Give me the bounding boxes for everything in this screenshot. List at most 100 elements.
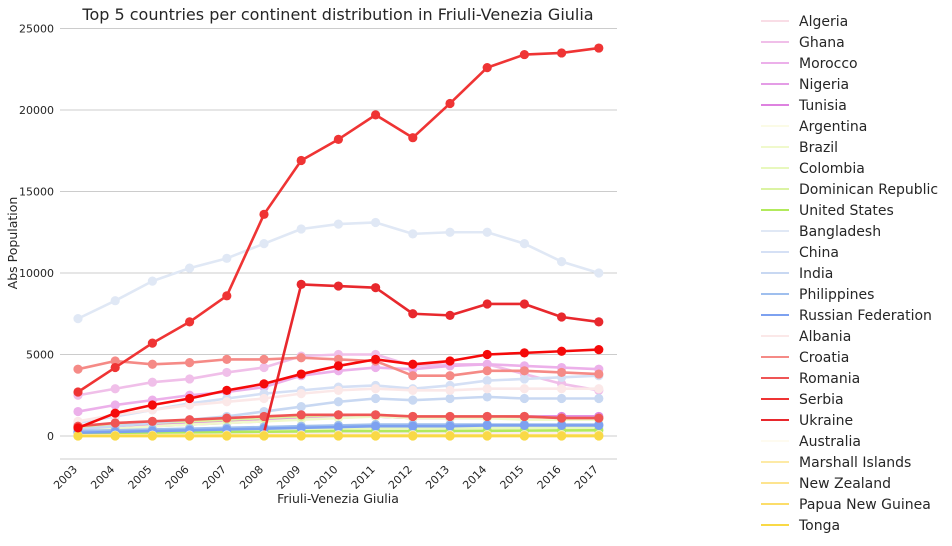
x-tick-label: 2010 bbox=[312, 463, 341, 492]
data-point bbox=[73, 314, 83, 324]
data-point bbox=[147, 416, 157, 426]
data-point bbox=[296, 224, 306, 234]
legend-label: Romania bbox=[799, 371, 860, 387]
data-point bbox=[594, 393, 604, 404]
data-point bbox=[557, 367, 567, 378]
data-point bbox=[110, 362, 120, 373]
data-point bbox=[482, 384, 492, 394]
data-point bbox=[185, 431, 195, 441]
legend-label: New Zealand bbox=[799, 476, 891, 492]
legend-label: Morocco bbox=[799, 56, 858, 72]
data-point bbox=[557, 420, 567, 431]
data-point bbox=[371, 393, 381, 404]
data-point bbox=[445, 98, 455, 109]
x-tick-label: 2004 bbox=[88, 463, 117, 492]
y-axis-label: Abs Population bbox=[5, 197, 20, 290]
data-point bbox=[482, 359, 492, 369]
legend-label: Tunisia bbox=[798, 98, 847, 114]
data-point bbox=[445, 227, 455, 237]
data-point bbox=[519, 299, 530, 309]
data-point bbox=[594, 345, 604, 355]
data-point bbox=[259, 239, 269, 249]
legend-label: Albania bbox=[799, 329, 851, 345]
data-point bbox=[73, 423, 83, 433]
data-point bbox=[519, 393, 530, 404]
legend-label: Dominican Republic bbox=[799, 182, 938, 198]
data-point bbox=[519, 239, 530, 249]
x-tick-label: 2016 bbox=[535, 463, 564, 492]
legend-label: China bbox=[799, 245, 839, 261]
series-ukraine bbox=[262, 279, 604, 434]
data-point bbox=[333, 361, 343, 371]
y-tick-label: 0 bbox=[47, 430, 54, 443]
data-point bbox=[557, 312, 567, 322]
data-point bbox=[408, 395, 418, 405]
data-point bbox=[259, 393, 269, 404]
data-point bbox=[110, 384, 120, 394]
data-point bbox=[333, 385, 343, 395]
data-point bbox=[371, 431, 381, 441]
data-point bbox=[296, 410, 306, 420]
series-croatia bbox=[73, 353, 604, 381]
data-point bbox=[147, 338, 157, 348]
data-point bbox=[408, 229, 418, 239]
data-point bbox=[408, 309, 418, 319]
data-point bbox=[73, 431, 83, 441]
data-point bbox=[259, 209, 269, 219]
legend-label: Ukraine bbox=[799, 413, 853, 429]
data-point bbox=[185, 263, 195, 273]
data-point bbox=[519, 348, 530, 358]
data-point bbox=[482, 299, 492, 309]
data-point bbox=[333, 354, 343, 364]
data-point bbox=[557, 256, 567, 267]
legend-label: Philippines bbox=[799, 287, 874, 303]
data-point bbox=[557, 431, 567, 441]
data-point bbox=[147, 377, 157, 387]
data-point bbox=[482, 349, 492, 360]
legend-label: Nigeria bbox=[799, 77, 849, 93]
data-point bbox=[296, 389, 306, 399]
data-point bbox=[371, 421, 381, 431]
data-point bbox=[445, 393, 455, 404]
data-point bbox=[594, 431, 604, 441]
data-point bbox=[371, 354, 381, 364]
data-point bbox=[445, 421, 455, 431]
data-point bbox=[110, 356, 120, 366]
data-point bbox=[333, 431, 343, 441]
data-point bbox=[594, 317, 604, 327]
data-point bbox=[482, 411, 492, 422]
data-point bbox=[482, 431, 492, 441]
legend-label: United States bbox=[799, 203, 894, 219]
chart-title: Top 5 countries per continent distributi… bbox=[81, 5, 593, 24]
data-point bbox=[371, 110, 381, 120]
data-point bbox=[519, 384, 530, 394]
data-point bbox=[110, 431, 120, 441]
series-line bbox=[262, 283, 599, 434]
data-point bbox=[445, 371, 455, 381]
data-point bbox=[185, 393, 195, 404]
data-point bbox=[73, 387, 83, 397]
series-unlabeled bbox=[73, 345, 604, 433]
data-point bbox=[147, 400, 157, 410]
data-point bbox=[296, 431, 306, 441]
data-point bbox=[371, 410, 381, 420]
data-point bbox=[594, 420, 604, 431]
data-point bbox=[296, 423, 306, 433]
data-point bbox=[408, 431, 418, 441]
data-point bbox=[594, 369, 604, 379]
data-point bbox=[482, 63, 492, 73]
data-point bbox=[222, 385, 232, 395]
data-point bbox=[482, 420, 492, 431]
data-point bbox=[445, 356, 455, 366]
legend-label: Serbia bbox=[799, 392, 844, 408]
data-point bbox=[110, 408, 120, 418]
legend-label: Russian Federation bbox=[799, 308, 932, 324]
data-point bbox=[222, 367, 232, 378]
x-tick-label: 2013 bbox=[423, 463, 452, 492]
x-tick-label: 2012 bbox=[386, 463, 415, 492]
data-point bbox=[222, 291, 232, 301]
data-point bbox=[222, 431, 232, 441]
series-group bbox=[73, 43, 604, 441]
legend-label: Tonga bbox=[798, 518, 840, 534]
